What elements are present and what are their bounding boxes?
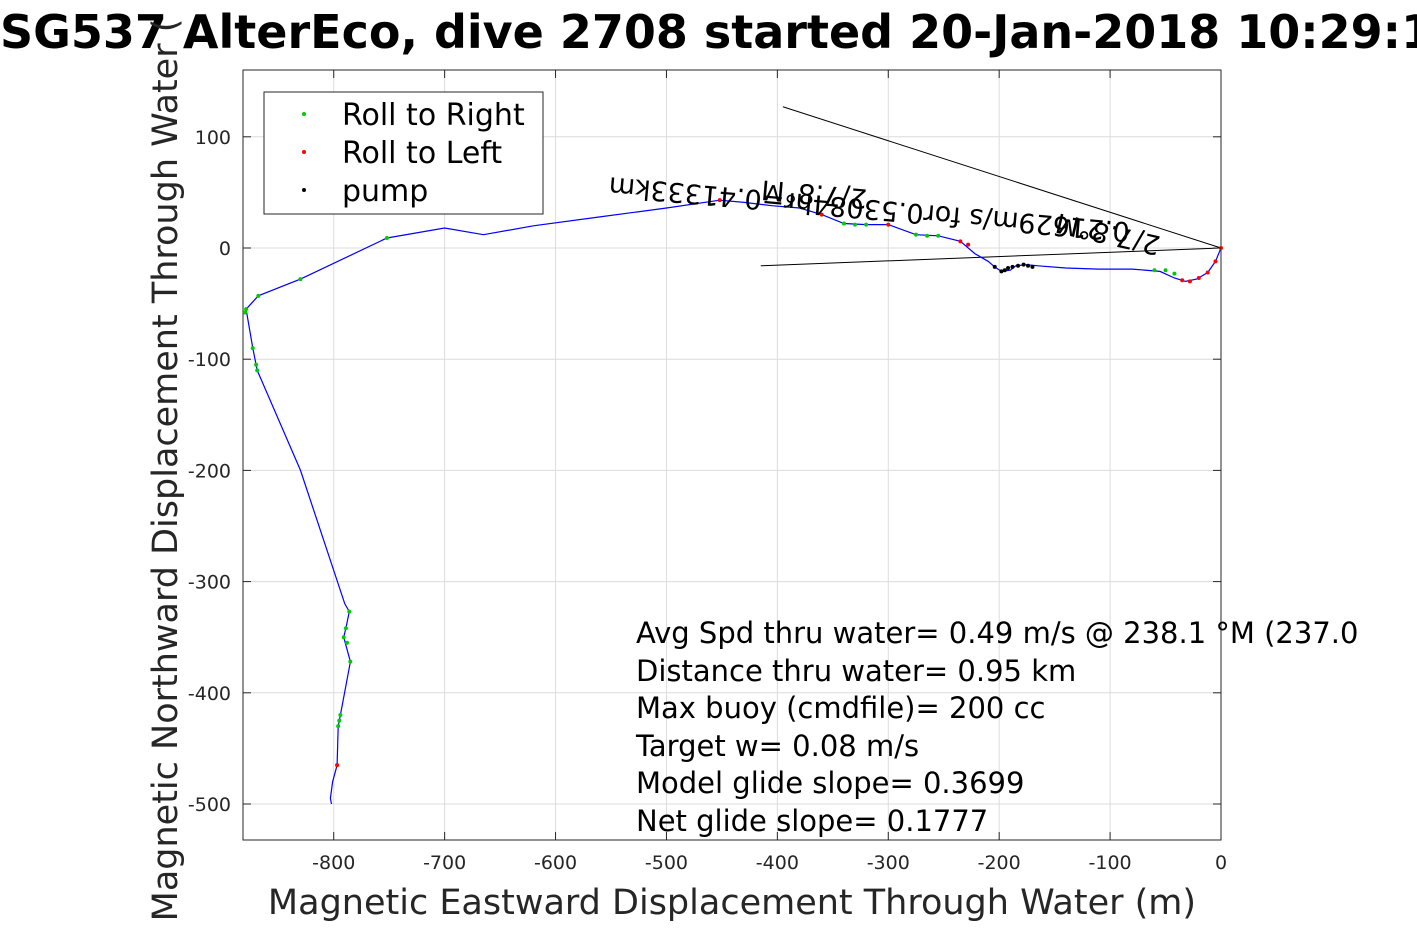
pump-point [1030, 264, 1035, 269]
roll-right-point [345, 640, 350, 645]
roll-right-point [864, 222, 869, 227]
roll-left-point [958, 239, 963, 244]
roll-right-point [336, 724, 341, 729]
legend-marker-roll-left [302, 150, 306, 154]
roll-left-point [1205, 270, 1210, 275]
roll-left-point [1213, 259, 1218, 264]
plot-frame [242, 69, 1222, 841]
y-tick-label: 100 [195, 127, 231, 149]
roll-right-point [936, 233, 941, 238]
axis-ticks: -800 -700 -600 -500 -400 -300 -200 -100 0 100 0 -10… [188, 70, 1227, 874]
roll-left-point [717, 198, 722, 203]
roll-right-point [244, 307, 249, 312]
pump-point [1026, 263, 1031, 268]
roll-left-point [966, 242, 971, 247]
roll-right-point [347, 609, 352, 614]
target-w-annotation: Target w= 0.08 m/s [635, 729, 919, 763]
legend-label-pump: pump [342, 174, 428, 209]
x-axis-label: Magnetic Eastward Displacement Through W… [268, 883, 1196, 923]
y-tick-label: -200 [188, 460, 231, 482]
reference-line [760, 247, 1222, 267]
roll-left-point [1180, 278, 1185, 283]
pump-point [1010, 264, 1015, 269]
legend-label-roll-right: Roll to Right [342, 98, 525, 133]
y-axis-label: Magnetic Northward Displacement Through … [146, 19, 186, 922]
roll-right-point [1163, 268, 1168, 273]
avg-speed-annotation: Avg Spd thru water= 0.49 m/s @ 238.1 °M … [636, 616, 1358, 650]
y-tick-label: -300 [188, 572, 231, 594]
roll-right-point [914, 232, 918, 237]
roll-right-point [243, 310, 247, 315]
x-tick-label: -600 [534, 852, 577, 874]
x-tick-label: -500 [645, 852, 688, 874]
roll-right-point [348, 659, 353, 664]
model-glide-annotation: Model glide slope= 0.3699 [636, 766, 1024, 800]
pump-point [992, 264, 997, 269]
grid-lines [243, 70, 1222, 840]
x-tick-label: -700 [423, 852, 466, 874]
data-points [243, 198, 1223, 768]
y-tick-label: -400 [188, 683, 231, 705]
roll-right-point [338, 713, 343, 718]
x-tick-label: -100 [1089, 852, 1132, 874]
net-glide-annotation: Net glide slope= 0.1777 [636, 804, 988, 838]
max-buoy-annotation: Max buoy (cmdfile)= 200 cc [636, 691, 1045, 725]
roll-left-point [886, 222, 891, 227]
legend: Roll to Right Roll to Left pump [263, 91, 544, 215]
roll-right-point [341, 635, 346, 640]
roll-right-point [250, 346, 255, 351]
roll-right-point [384, 235, 389, 240]
dive-track-line [245, 199, 1222, 805]
pump-point [1021, 262, 1026, 267]
legend-marker-roll-right [302, 112, 306, 116]
reference-lines [760, 106, 1222, 267]
pump-point [1006, 266, 1011, 271]
roll-left-point [819, 212, 824, 217]
stats-annotations: Avg Spd thru water= 0.49 m/s @ 238.1 °M … [635, 616, 1358, 838]
y-tick-label: 0 [219, 238, 231, 260]
roll-left-point [335, 763, 340, 768]
y-tick-label: -100 [188, 349, 231, 371]
x-tick-label: -300 [867, 852, 910, 874]
chart-title: SG537 AlterEco, dive 2708 started 20-Jan… [0, 5, 1417, 59]
roll-right-point [841, 221, 846, 226]
roll-left-point [1196, 276, 1201, 281]
legend-marker-pump [302, 188, 306, 192]
x-tick-label: 0 [1215, 852, 1227, 874]
reference-line [782, 106, 1222, 249]
y-tick-label: -500 [188, 794, 231, 816]
roll-right-point [925, 233, 930, 238]
x-tick-label: -400 [756, 852, 799, 874]
roll-right-point [254, 362, 259, 367]
roll-right-point [1152, 268, 1157, 273]
roll-right-point [255, 368, 260, 373]
pump-point [999, 269, 1004, 274]
roll-right-point [1172, 271, 1177, 276]
x-tick-label: -200 [978, 852, 1021, 874]
roll-right-point [853, 222, 857, 227]
x-tick-label: -800 [312, 852, 355, 874]
distance-annotation: Distance thru water= 0.95 km [636, 654, 1076, 688]
roll-right-point [298, 277, 303, 282]
rotated-labels: 2/7.8°M 0.21629m/s for0.53084hr=0.41333k… [607, 170, 1163, 260]
legend-label-roll-left: Roll to Left [342, 136, 502, 171]
roll-right-point [343, 626, 348, 631]
legend-box [263, 91, 544, 215]
pump-point [1016, 263, 1021, 268]
roll-right-point [337, 718, 342, 723]
speed-distance-label: 0.21629m/s for0.53084hr=0.41333km [607, 170, 1131, 246]
roll-left-point [1187, 279, 1192, 284]
roll-right-point [256, 293, 261, 298]
pump-point [1002, 268, 1007, 273]
